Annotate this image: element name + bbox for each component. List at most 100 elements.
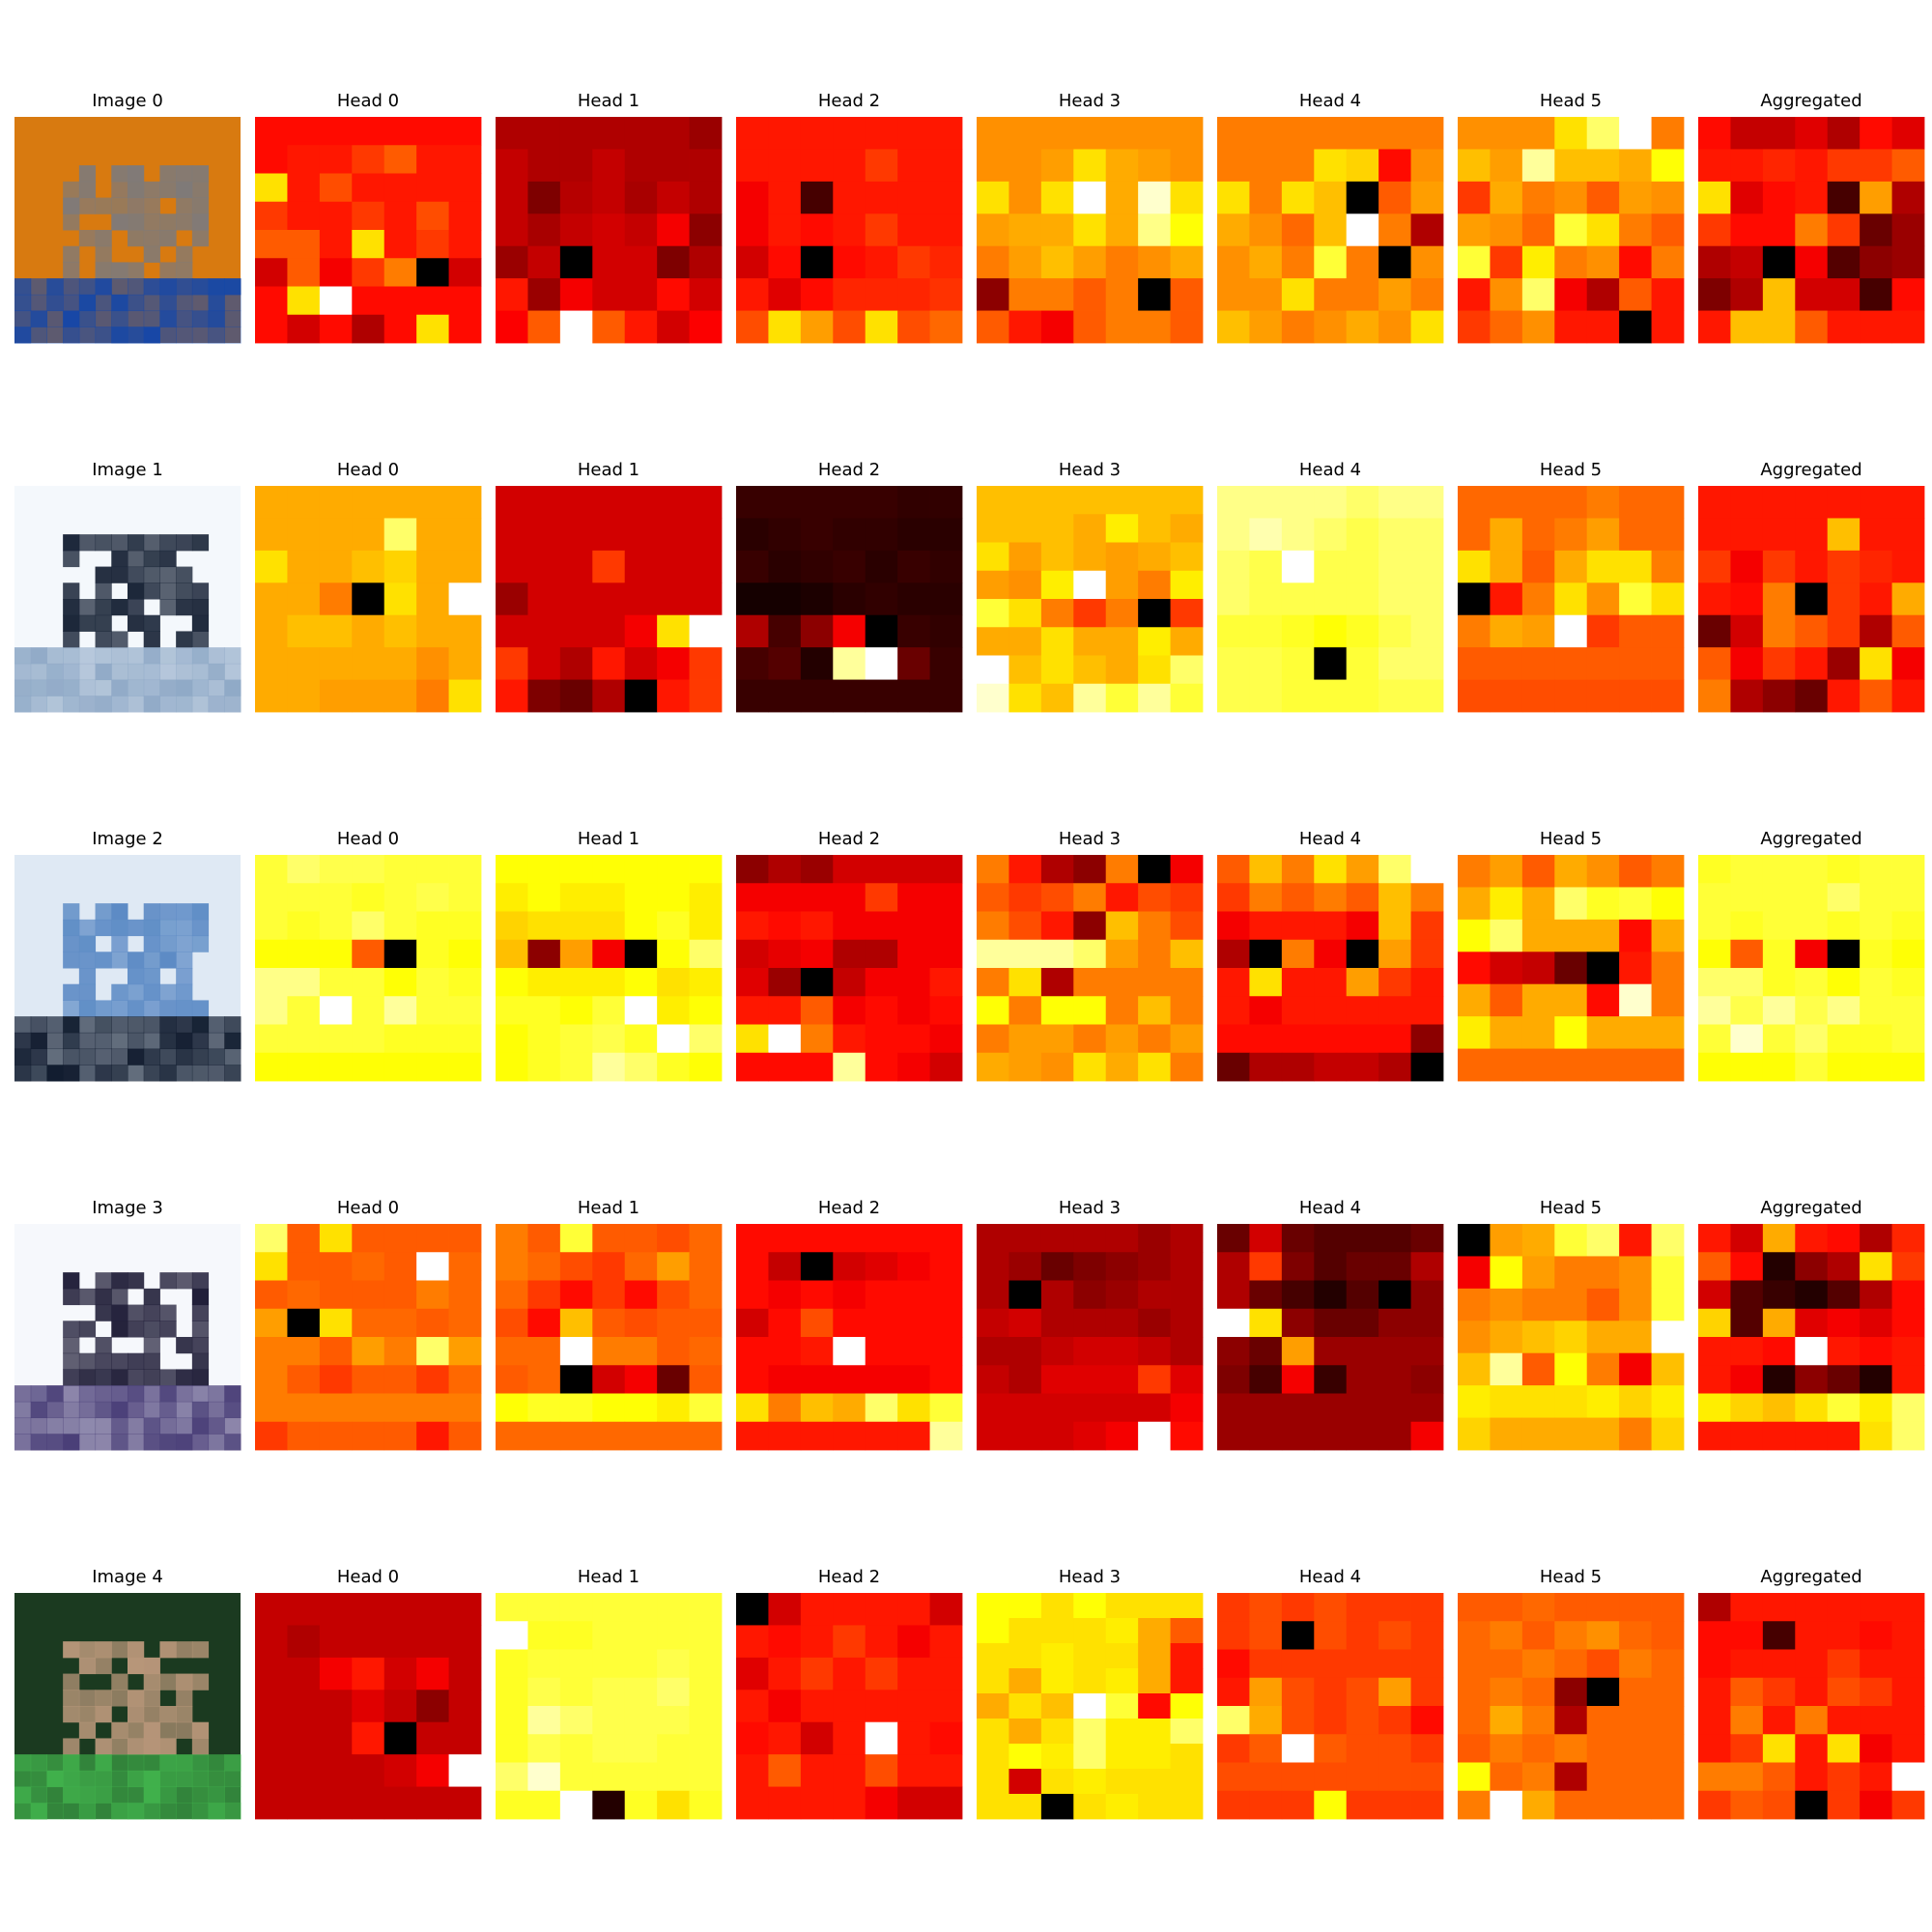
heatmap-cell	[1554, 1321, 1588, 1354]
heatmap-cell	[865, 550, 898, 583]
heatmap-cell	[1891, 614, 1925, 648]
heatmap-cell	[1458, 213, 1491, 247]
heatmap-cell	[319, 911, 353, 941]
heatmap-cell	[319, 314, 353, 344]
heatmap-cell	[592, 883, 626, 912]
heatmap-cell	[496, 518, 528, 552]
heatmap-cell	[1730, 996, 1764, 1025]
heatmap-cell	[689, 486, 723, 519]
heatmap-cell	[1521, 679, 1555, 713]
heatmap-cell	[1009, 117, 1042, 150]
heatmap-cell	[1170, 486, 1204, 515]
heatmap-cell	[1698, 245, 1731, 279]
heatmap-cell	[416, 201, 449, 231]
heatmap-cell	[592, 968, 626, 997]
heatmap-cell	[319, 1593, 353, 1626]
heatmap-cell	[1040, 855, 1074, 884]
heatmap-cell	[559, 245, 593, 279]
heatmap-cell	[1762, 1677, 1796, 1707]
head-title: Head 5	[1540, 1198, 1602, 1218]
heatmap-cell	[1138, 1393, 1171, 1423]
heatmap-cell	[592, 679, 626, 713]
heatmap-cell	[1073, 1693, 1107, 1719]
heatmap-cell	[1490, 887, 1523, 921]
heatmap-cell	[1860, 1337, 1892, 1366]
heatmap-cell	[689, 1393, 723, 1423]
heatmap-cell	[1040, 542, 1074, 572]
heatmap-cell	[800, 1721, 834, 1755]
heatmap-cell	[1346, 883, 1379, 912]
heatmap-cell	[1073, 514, 1107, 543]
heatmap-cell	[768, 996, 802, 1025]
heatmap-cell	[527, 855, 561, 884]
heatmap-cell	[1249, 679, 1283, 713]
heatmap-image-1-head-4	[1217, 486, 1444, 713]
heatmap-cell	[1314, 1393, 1348, 1423]
heatmap-cell	[352, 582, 385, 616]
heatmap-cell	[1009, 1593, 1042, 1619]
heatmap-cell	[768, 1052, 802, 1082]
heatmap-image-0-head-4	[1217, 117, 1444, 344]
heatmap-cell	[1378, 245, 1411, 279]
heatmap-cell	[1827, 486, 1861, 519]
heatmap-cell	[352, 883, 385, 912]
heatmap-cell	[1281, 582, 1315, 616]
heatmap-cell	[1378, 883, 1411, 912]
heatmap-cell	[1249, 1337, 1283, 1366]
heatmap-cell	[1490, 213, 1523, 247]
heatmap-cell	[1378, 518, 1411, 552]
heatmap-cell	[1249, 213, 1283, 247]
heatmap-cell	[1619, 647, 1652, 680]
heatmap-cell	[833, 1052, 867, 1082]
heatmap-cell	[833, 1252, 867, 1281]
heatmap-cell	[768, 1721, 802, 1755]
heatmap-cell	[1170, 1794, 1204, 1820]
heatmap-cell	[929, 1024, 963, 1054]
heatmap-cell	[865, 1393, 898, 1423]
heatmap-cell	[1860, 911, 1892, 941]
heatmap-cell	[1105, 939, 1139, 969]
heatmap-cell	[1378, 1365, 1411, 1394]
heatmap-image-4-head-3	[977, 1593, 1204, 1820]
heatmap-cell	[1586, 582, 1620, 616]
heatmap-cell	[1314, 968, 1348, 997]
heatmap-cell	[1281, 310, 1315, 344]
heatmap-cell	[319, 1337, 353, 1366]
heatmap-cell	[624, 1365, 658, 1394]
heatmap-cell	[352, 1754, 385, 1787]
heatmap-cell	[1170, 1365, 1204, 1394]
heatmap-cell	[1346, 1593, 1379, 1622]
heatmap-cell	[1762, 1224, 1796, 1253]
heatmap-cell	[1410, 1365, 1444, 1394]
heatmap-cell	[624, 486, 658, 519]
heatmap-cell	[1827, 1790, 1861, 1820]
heatmap-cell	[768, 968, 802, 997]
heatmap-cell	[1217, 1649, 1250, 1679]
heatmap-cell	[1170, 683, 1204, 713]
heatmap-cell	[1619, 181, 1652, 214]
heatmap-cell	[1795, 181, 1829, 214]
heatmap-cell	[319, 1024, 353, 1054]
heatmap-cell	[287, 314, 321, 344]
heatmap-cell	[448, 201, 482, 231]
heatmap-cell	[624, 968, 658, 997]
heatmap-cell	[592, 1790, 626, 1820]
heatmap-cell	[352, 614, 385, 648]
heatmap-cell	[448, 1754, 482, 1787]
heatmap-cell	[1586, 1677, 1620, 1707]
heatmap-cell	[1040, 1308, 1074, 1338]
heatmap-cell	[624, 245, 658, 279]
heatmap-cell	[1170, 149, 1204, 183]
head-title: Head 4	[1299, 1567, 1361, 1587]
heatmap-cell	[416, 911, 449, 941]
heatmap-cell	[1586, 919, 1620, 952]
heatmap-cell	[448, 1052, 482, 1082]
heatmap-cell	[287, 911, 321, 941]
heatmap-cell	[1651, 1790, 1685, 1820]
heatmap-cell	[592, 278, 626, 311]
heatmap-cell	[1281, 855, 1315, 884]
heatmap-cell	[657, 1393, 690, 1423]
head-title: Head 0	[337, 91, 399, 111]
heatmap-cell	[448, 173, 482, 203]
heatmap-cell	[1281, 1252, 1315, 1281]
